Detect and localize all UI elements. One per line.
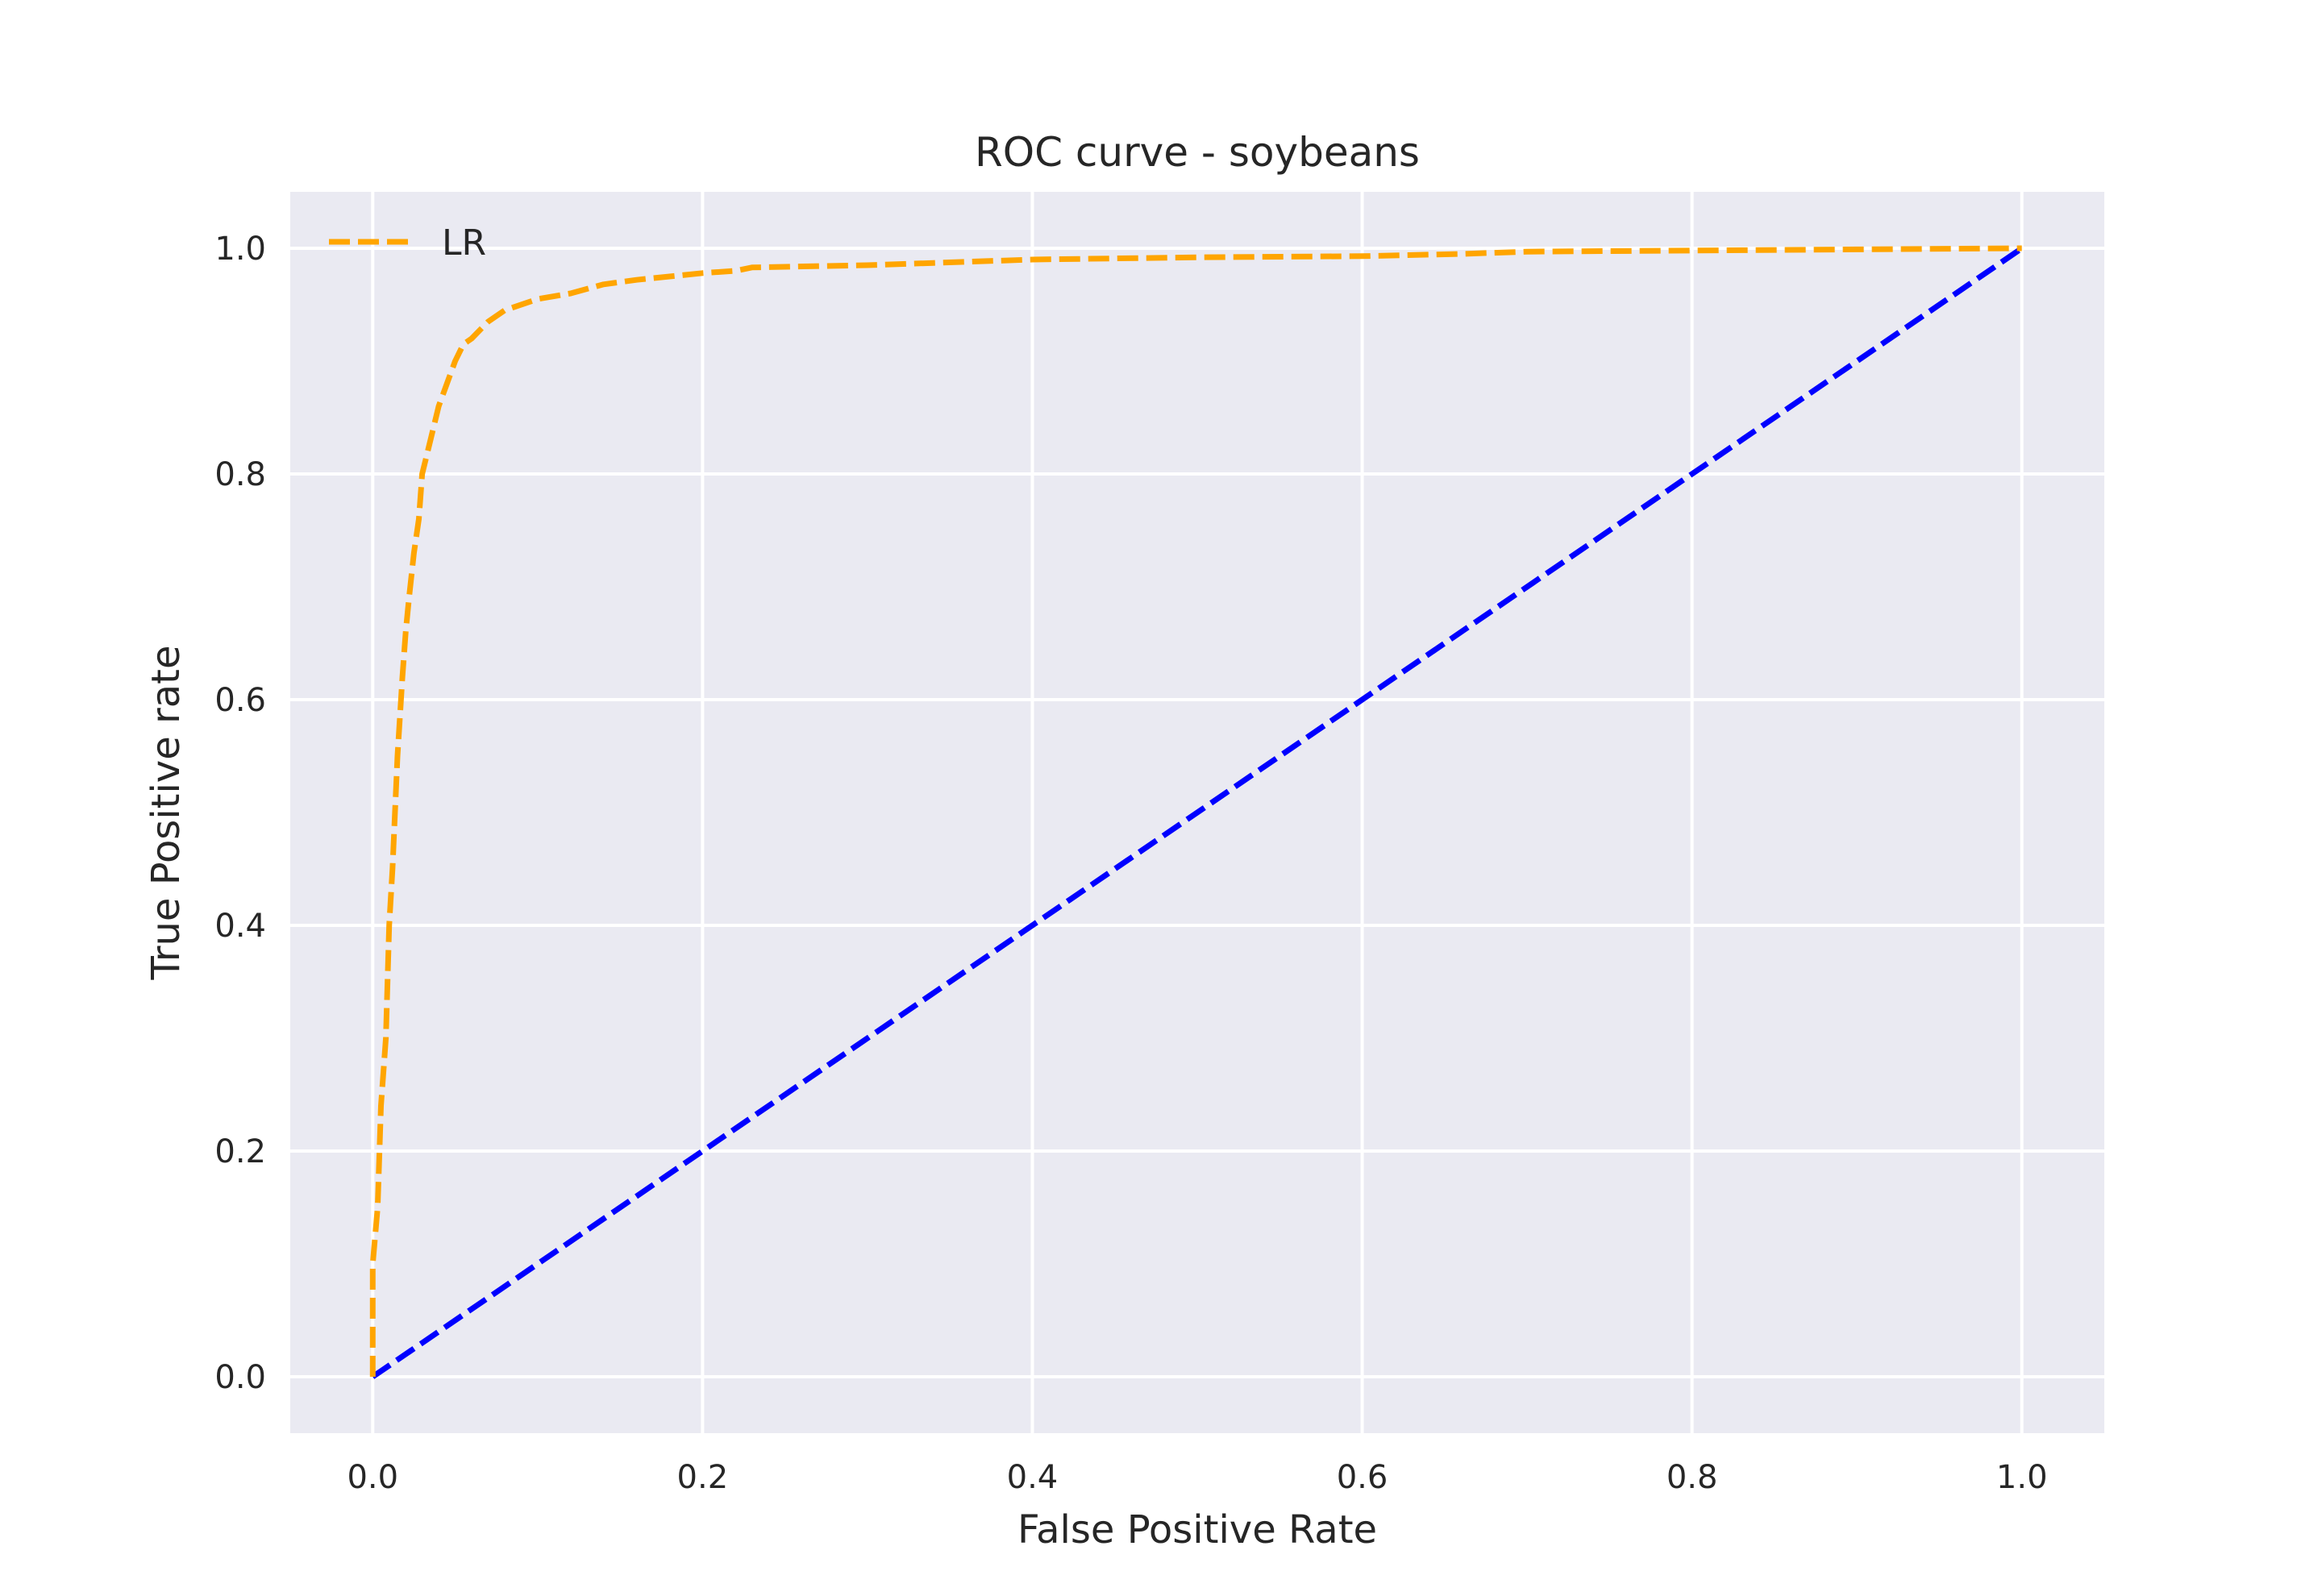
series-line-diagonal xyxy=(371,246,2024,1379)
x-tick-label: 0.2 xyxy=(677,1459,729,1496)
y-tick-label: 0.6 xyxy=(214,682,266,719)
y-axis-label: True Positive rate xyxy=(144,645,189,980)
chart-title: ROC curve - soybeans xyxy=(975,129,1420,176)
y-tick-label: 0.4 xyxy=(214,908,266,945)
x-tick-label: 1.0 xyxy=(1996,1459,2048,1496)
y-tick-label: 1.0 xyxy=(214,231,266,268)
series-line-lr xyxy=(369,245,2022,1377)
x-tick-label: 0.0 xyxy=(347,1459,398,1496)
x-axis-label: False Positive Rate xyxy=(1017,1507,1377,1552)
y-tick-label: 0.8 xyxy=(214,456,266,493)
legend-label-lr: LR xyxy=(442,222,486,264)
x-tick-label: 0.4 xyxy=(1007,1459,1059,1496)
y-tick-labels: 0.0 0.2 0.4 0.6 0.8 1.0 xyxy=(214,231,266,1396)
y-grid-lines xyxy=(290,247,2104,1378)
x-tick-label: 0.8 xyxy=(1667,1459,1718,1496)
x-grid-lines xyxy=(371,192,2024,1433)
x-tick-labels: 0.0 0.2 0.4 0.6 0.8 1.0 xyxy=(347,1459,2047,1496)
y-tick-label: 0.2 xyxy=(214,1133,266,1170)
series-layer xyxy=(369,245,2024,1379)
legend: LR xyxy=(329,222,486,264)
x-tick-label: 0.6 xyxy=(1337,1459,1388,1496)
y-tick-label: 0.0 xyxy=(214,1359,266,1396)
